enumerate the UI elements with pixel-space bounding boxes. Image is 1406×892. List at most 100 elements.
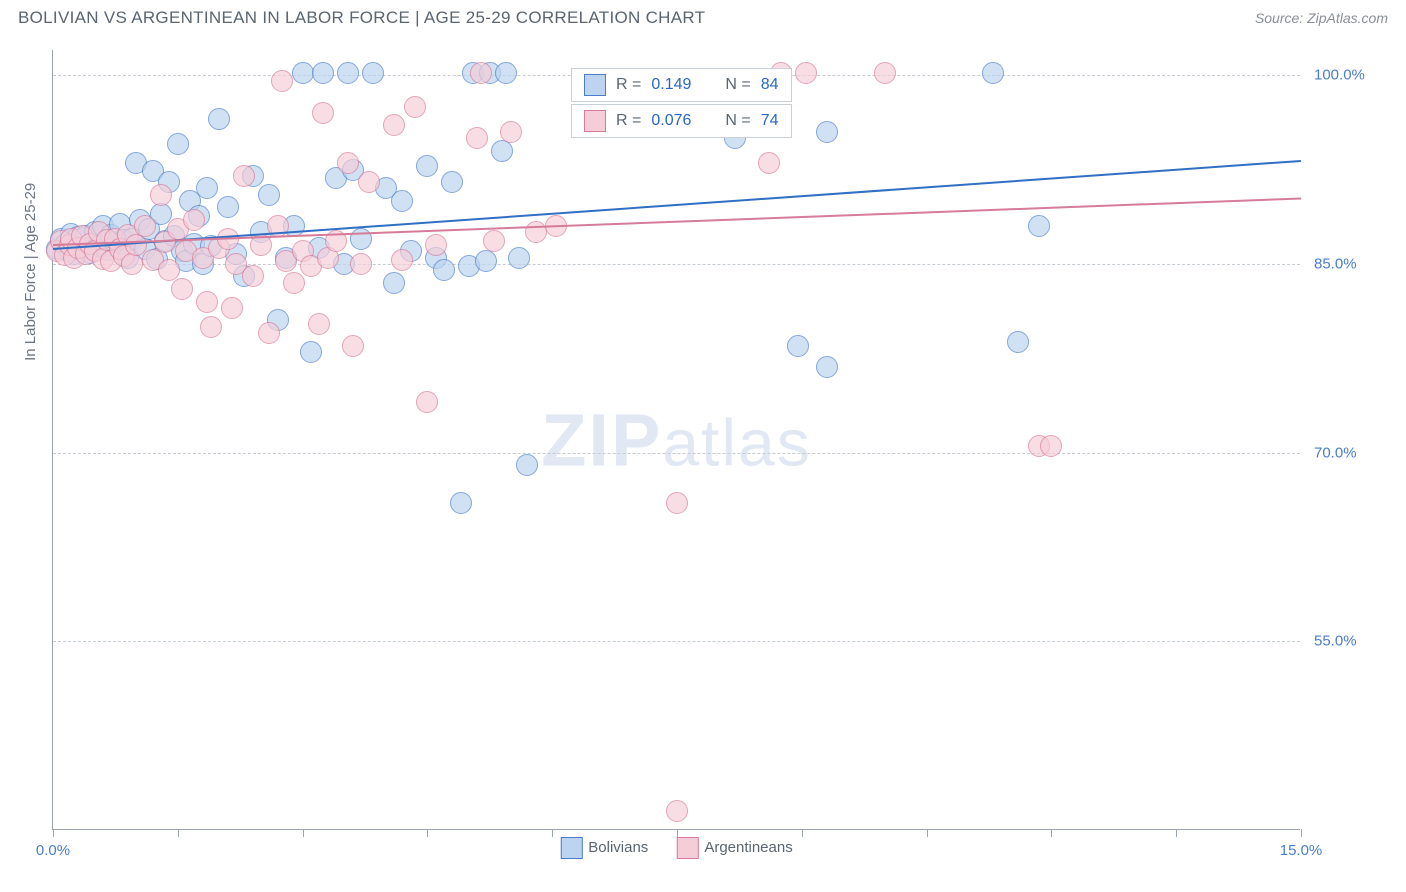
r-label: R =: [616, 112, 641, 130]
x-tick: [677, 829, 678, 837]
scatter-point-argentineans: [242, 265, 264, 287]
scatter-point-bolivians: [391, 190, 413, 212]
source-label: Source: ZipAtlas.com: [1255, 10, 1388, 26]
scatter-point-argentineans: [183, 209, 205, 231]
y-axis-label: In Labor Force | Age 25-29: [22, 183, 39, 361]
scatter-point-bolivians: [495, 62, 517, 84]
bottom-legend: Bolivians Argentineans: [560, 837, 792, 859]
scatter-point-argentineans: [383, 114, 405, 136]
scatter-point-bolivians: [475, 250, 497, 272]
r-label: R =: [616, 76, 641, 94]
y-tick-label: 100.0%: [1314, 67, 1384, 84]
scatter-point-bolivians: [516, 454, 538, 476]
scatter-point-bolivians: [292, 62, 314, 84]
gridline-h: [53, 641, 1300, 642]
scatter-point-bolivians: [816, 121, 838, 143]
scatter-point-argentineans: [416, 391, 438, 413]
scatter-point-argentineans: [233, 165, 255, 187]
scatter-point-bolivians: [300, 341, 322, 363]
scatter-point-argentineans: [795, 62, 817, 84]
scatter-point-bolivians: [258, 184, 280, 206]
y-tick-label: 55.0%: [1314, 633, 1384, 650]
scatter-point-bolivians: [362, 62, 384, 84]
scatter-point-argentineans: [358, 171, 380, 193]
scatter-point-argentineans: [466, 127, 488, 149]
n-label: N =: [725, 112, 750, 130]
scatter-point-argentineans: [171, 278, 193, 300]
r-value: 0.149: [651, 76, 691, 94]
scatter-point-bolivians: [1007, 331, 1029, 353]
x-tick: [427, 829, 428, 837]
scatter-point-bolivians: [217, 196, 239, 218]
scatter-point-argentineans: [1040, 435, 1062, 457]
x-tick: [1301, 829, 1302, 837]
y-tick-label: 70.0%: [1314, 444, 1384, 461]
scatter-point-argentineans: [425, 234, 447, 256]
legend-item-argentineans: Argentineans: [676, 837, 792, 859]
scatter-point-bolivians: [312, 62, 334, 84]
x-tick: [53, 829, 54, 837]
scatter-point-argentineans: [312, 102, 334, 124]
x-tick: [927, 829, 928, 837]
scatter-point-bolivians: [450, 492, 472, 514]
x-tick: [552, 829, 553, 837]
y-tick-label: 85.0%: [1314, 255, 1384, 272]
scatter-point-bolivians: [441, 171, 463, 193]
r-value: 0.076: [651, 112, 691, 130]
chart-title: BOLIVIAN VS ARGENTINEAN IN LABOR FORCE |…: [18, 8, 705, 28]
scatter-point-argentineans: [200, 316, 222, 338]
scatter-point-argentineans: [500, 121, 522, 143]
scatter-point-bolivians: [416, 155, 438, 177]
plot-area: ZIPatlas Bolivians Argentineans 55.0%70.…: [52, 50, 1300, 830]
scatter-point-bolivians: [167, 133, 189, 155]
n-value: 74: [761, 112, 779, 130]
n-value: 84: [761, 76, 779, 94]
scatter-point-argentineans: [283, 272, 305, 294]
scatter-point-bolivians: [350, 228, 372, 250]
scatter-point-argentineans: [337, 152, 359, 174]
swatch-blue-icon: [560, 837, 582, 859]
scatter-point-argentineans: [308, 313, 330, 335]
scatter-point-argentineans: [342, 335, 364, 357]
n-label: N =: [725, 76, 750, 94]
scatter-point-argentineans: [134, 215, 156, 237]
scatter-point-argentineans: [483, 230, 505, 252]
x-tick-label: 15.0%: [1280, 842, 1323, 859]
scatter-point-argentineans: [391, 249, 413, 271]
scatter-point-bolivians: [508, 247, 530, 269]
scatter-point-bolivians: [196, 177, 218, 199]
scatter-point-argentineans: [470, 62, 492, 84]
scatter-point-argentineans: [666, 800, 688, 822]
scatter-point-argentineans: [271, 70, 293, 92]
scatter-point-argentineans: [758, 152, 780, 174]
scatter-point-argentineans: [121, 253, 143, 275]
stat-box-bolivians: R = 0.149 N = 84: [571, 68, 792, 102]
x-tick: [178, 829, 179, 837]
scatter-point-bolivians: [208, 108, 230, 130]
x-tick: [802, 829, 803, 837]
swatch-pink-icon: [584, 110, 606, 132]
scatter-point-argentineans: [258, 322, 280, 344]
scatter-point-bolivians: [383, 272, 405, 294]
scatter-point-bolivians: [433, 259, 455, 281]
chart-header: BOLIVIAN VS ARGENTINEAN IN LABOR FORCE |…: [0, 0, 1406, 34]
scatter-point-argentineans: [404, 96, 426, 118]
stat-box-argentineans: R = 0.076 N = 74: [571, 104, 792, 138]
x-tick: [303, 829, 304, 837]
swatch-blue-icon: [584, 74, 606, 96]
x-tick-label: 0.0%: [36, 842, 70, 859]
scatter-point-bolivians: [816, 356, 838, 378]
watermark: ZIPatlas: [541, 397, 812, 482]
scatter-point-argentineans: [150, 184, 172, 206]
swatch-pink-icon: [676, 837, 698, 859]
x-tick: [1176, 829, 1177, 837]
scatter-point-bolivians: [982, 62, 1004, 84]
scatter-point-bolivians: [1028, 215, 1050, 237]
scatter-point-argentineans: [221, 297, 243, 319]
scatter-point-bolivians: [787, 335, 809, 357]
scatter-point-argentineans: [196, 291, 218, 313]
gridline-h: [53, 453, 1300, 454]
x-tick: [1051, 829, 1052, 837]
scatter-point-argentineans: [666, 492, 688, 514]
chart-container: In Labor Force | Age 25-29 ZIPatlas Boli…: [0, 40, 1406, 860]
